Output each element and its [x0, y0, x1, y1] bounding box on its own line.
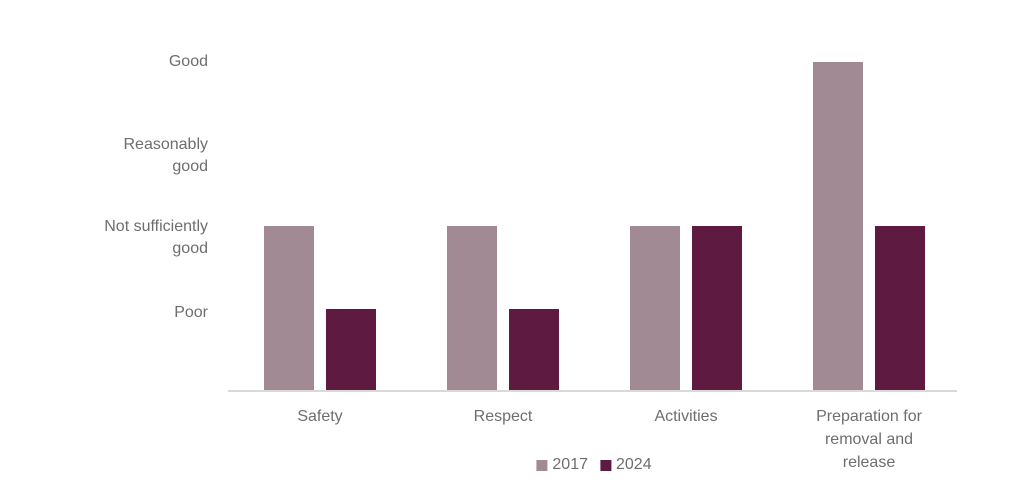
x-axis-label-respect: Respect: [473, 408, 533, 425]
legend-label: 2024: [616, 456, 652, 473]
x-axis-line: [228, 390, 957, 392]
x-axis-label-activities: Activities: [654, 408, 718, 425]
legend-item-2024: 2024: [600, 456, 652, 474]
legend-item-2017: 2017: [536, 456, 588, 474]
x-axis-label-safety: Safety: [297, 408, 343, 425]
bar-2017-preparation-for-removal-and-release: [813, 62, 863, 391]
bar-2024-safety: [326, 309, 376, 391]
bar-2017-respect: [447, 226, 497, 391]
bar-2024-preparation-for-removal-and-release: [875, 226, 925, 391]
bar-2024-respect: [509, 309, 559, 391]
y-axis-label-not-sufficiently: Not sufficiently good: [104, 218, 208, 257]
bar-2017-activities: [630, 226, 680, 391]
legend-label: 2017: [552, 456, 588, 473]
bar-2017-safety: [264, 226, 314, 391]
y-axis-label-good: Good: [168, 53, 208, 70]
y-axis-label-reasonably: Reasonably good: [123, 136, 209, 175]
legend-swatch-icon: [600, 459, 611, 471]
y-axis-label-poor: Poor: [174, 304, 208, 321]
legend: 2017 2024: [536, 456, 652, 474]
x-axis-label-preparation-for-removal-and-release: Preparation for removal and release: [816, 408, 922, 471]
bar-2024-activities: [692, 226, 742, 391]
legend-swatch-icon: [536, 459, 548, 471]
